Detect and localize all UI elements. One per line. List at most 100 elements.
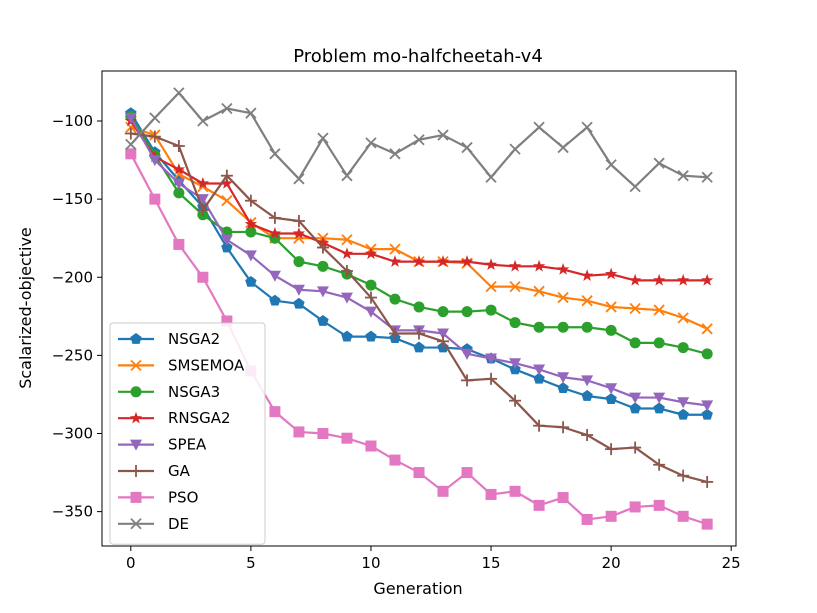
data-point-pso <box>509 485 521 497</box>
data-point-smsemoa <box>485 280 497 293</box>
data-point-pso <box>389 454 401 466</box>
data-point-spea <box>316 286 329 298</box>
data-point-de <box>365 137 377 149</box>
legend-marker-rnsga2 <box>129 411 143 424</box>
data-point-ga <box>292 215 305 227</box>
legend-label-de: DE <box>168 515 189 533</box>
data-point-ga <box>533 419 546 432</box>
legend-label-spea: SPEA <box>168 436 207 454</box>
x-axis: 0 5 10 15 20 25 <box>126 546 741 572</box>
legend-marker-ga <box>130 465 142 477</box>
data-point-nsga2 <box>557 382 569 394</box>
data-point-spea <box>557 372 570 384</box>
data-point-rnsga2 <box>701 273 714 286</box>
data-point-smsemoa <box>605 301 617 313</box>
data-point-spea <box>268 270 281 282</box>
data-point-nsga2 <box>653 402 665 414</box>
data-point-de <box>413 134 425 146</box>
data-point-pso <box>197 271 209 283</box>
data-point-ga <box>196 204 209 217</box>
legend-marker-spea <box>130 439 142 451</box>
data-point-ga <box>244 194 257 207</box>
data-point-smsemoa <box>221 195 233 207</box>
data-point-nsga3 <box>317 260 329 272</box>
data-point-nsga3 <box>581 321 593 333</box>
data-point-ga <box>124 127 137 140</box>
data-point-nsga2 <box>581 390 593 401</box>
data-point-de <box>509 143 521 155</box>
data-point-smsemoa <box>533 285 545 297</box>
data-point-de <box>149 112 161 124</box>
data-point-nsga2 <box>533 372 545 384</box>
data-point-pso <box>221 315 233 327</box>
x-axis-label: Generation <box>373 579 462 598</box>
data-point-spea <box>653 392 666 404</box>
data-point-nsga3 <box>629 337 641 349</box>
legend-marker-pso <box>130 491 142 503</box>
x-tick-label: 25 <box>722 554 741 572</box>
y-tick-label: −200 <box>52 268 93 286</box>
series-nsga3 <box>125 110 713 360</box>
data-point-ga <box>461 374 474 387</box>
data-point-de <box>533 121 545 133</box>
data-point-rnsga2 <box>172 162 186 175</box>
data-point-spea <box>485 353 498 365</box>
data-point-de <box>629 180 641 193</box>
data-point-de <box>485 171 497 183</box>
data-point-nsga2 <box>245 275 257 287</box>
legend-label-pso: PSO <box>168 488 198 506</box>
data-point-ga <box>364 291 377 304</box>
data-point-nsga3 <box>509 317 521 329</box>
legend-entry-smsemoa: SMSEMOA <box>118 356 245 374</box>
data-point-nsga3 <box>365 279 377 291</box>
data-point-rnsga2 <box>220 177 234 189</box>
data-point-rnsga2 <box>244 217 258 230</box>
data-point-spea <box>196 194 209 206</box>
data-point-pso <box>365 440 377 452</box>
legend: NSGA2 SMSEMOA NSGA3 RNSGA2 SPEA GA PSO DE <box>109 322 266 545</box>
data-point-de <box>437 129 449 141</box>
data-point-spea <box>244 250 257 262</box>
data-point-nsga3 <box>557 321 569 333</box>
data-point-spea <box>701 400 714 412</box>
data-point-nsga3 <box>389 293 401 305</box>
data-point-nsga2 <box>221 241 233 253</box>
y-tick-label: −250 <box>52 346 93 364</box>
data-point-ga <box>148 130 161 143</box>
data-point-pso <box>293 426 305 438</box>
data-point-pso <box>173 238 185 250</box>
data-point-smsemoa <box>677 312 689 324</box>
data-point-pso <box>125 148 137 160</box>
data-point-nsga3 <box>173 187 185 199</box>
data-point-pso <box>629 501 641 513</box>
y-tick-label: −150 <box>52 190 93 208</box>
data-point-ga <box>172 140 185 152</box>
data-point-de <box>293 173 305 185</box>
data-point-spea <box>220 234 233 246</box>
data-point-nsga3 <box>653 337 665 349</box>
data-point-rnsga2 <box>340 247 354 260</box>
series-ga <box>124 127 714 488</box>
x-tick-label: 20 <box>602 554 621 572</box>
data-point-smsemoa <box>557 291 569 304</box>
data-point-rnsga2 <box>532 259 546 272</box>
data-point-rnsga2 <box>196 177 210 189</box>
data-point-de <box>245 107 257 119</box>
data-point-spea <box>148 155 161 167</box>
data-point-smsemoa <box>581 295 593 307</box>
data-point-rnsga2 <box>556 262 570 275</box>
data-point-de <box>125 138 137 151</box>
data-point-rnsga2 <box>268 227 282 239</box>
data-point-rnsga2 <box>412 255 426 267</box>
data-point-pso <box>581 513 593 525</box>
data-point-de <box>581 121 593 133</box>
data-point-de <box>653 157 665 169</box>
data-point-de <box>197 115 209 127</box>
data-point-smsemoa <box>509 280 521 293</box>
data-point-ga <box>388 327 401 340</box>
legend-entry-de: DE <box>118 515 189 533</box>
data-point-de <box>677 170 689 182</box>
data-point-smsemoa <box>653 304 665 316</box>
data-point-rnsga2 <box>436 255 450 267</box>
